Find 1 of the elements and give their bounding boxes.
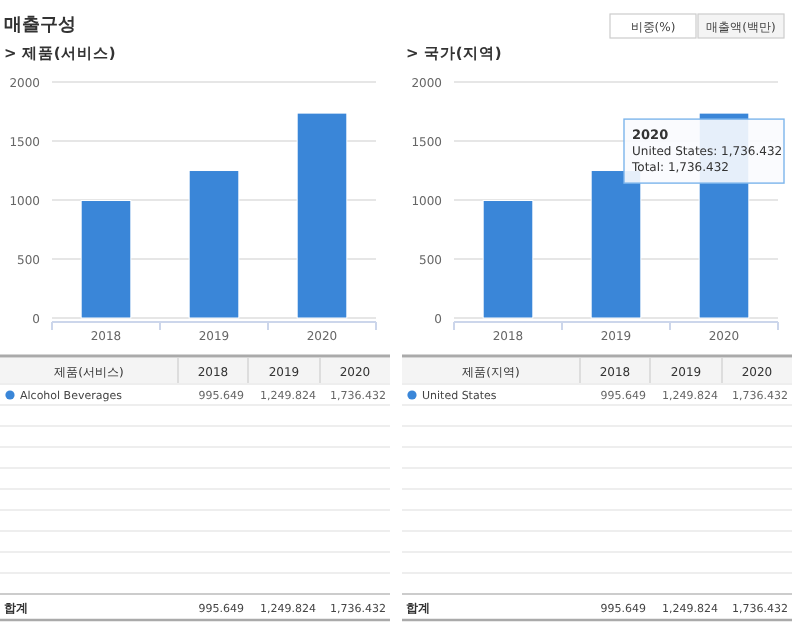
chart-title: 매출구성 [4,14,76,36]
